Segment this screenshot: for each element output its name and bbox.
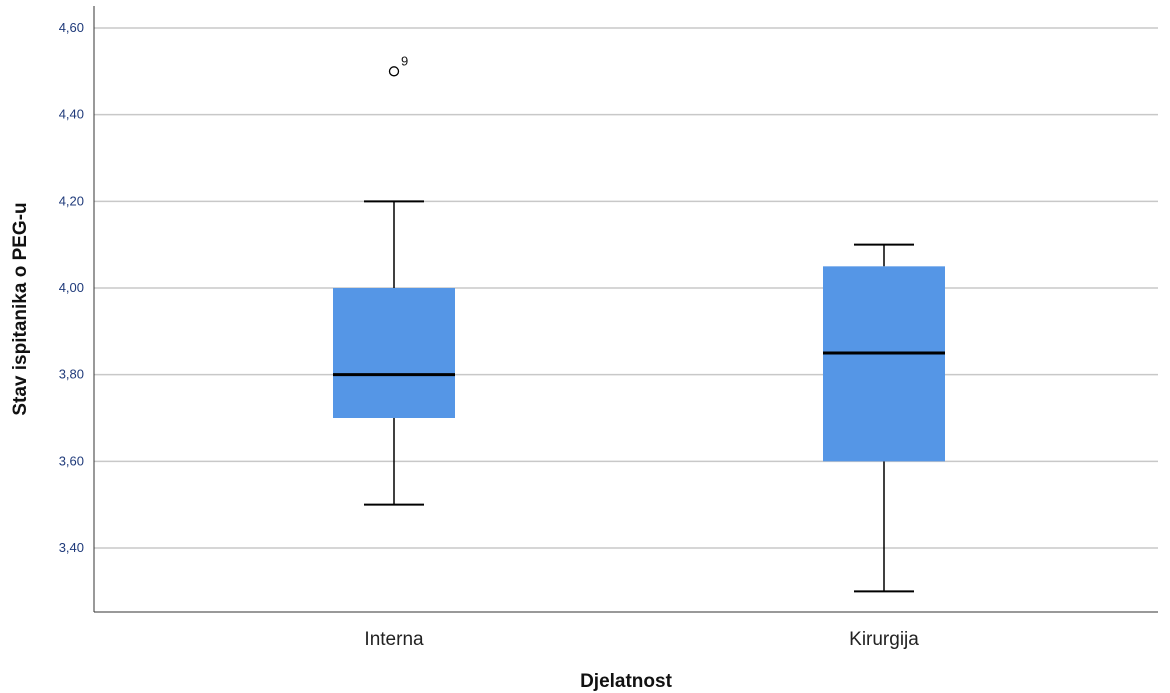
gridlines (94, 27, 1158, 549)
box-interna: 9 (333, 53, 455, 506)
y-tick-label: 3,80 (59, 367, 84, 382)
outlier-point (388, 66, 400, 77)
x-tick-label: Interna (364, 629, 424, 650)
x-tick-label: Kirurgija (849, 629, 919, 650)
y-tick-label: 4,60 (59, 20, 84, 35)
x-tick-labels: Interna Kirurgija (364, 629, 919, 650)
iqr-box (823, 266, 945, 462)
y-tick-label: 3,60 (59, 453, 84, 468)
box-kirurgija (823, 243, 945, 593)
y-tick-labels: 3,40 3,60 3,80 4,00 4,20 4,40 4,60 (59, 20, 84, 555)
iqr-box (333, 288, 455, 418)
y-tick-label: 4,00 (59, 280, 84, 295)
y-tick-label: 3,40 (59, 540, 84, 555)
y-tick-label: 4,40 (59, 107, 84, 122)
boxes: 9 (333, 53, 945, 593)
y-axis-title: Stav ispitanika o PEG-u (10, 202, 31, 415)
y-tick-label: 4,20 (59, 193, 84, 208)
axes (93, 6, 1158, 613)
outlier-label: 9 (401, 53, 408, 68)
x-axis-title: Djelatnost (580, 671, 673, 692)
